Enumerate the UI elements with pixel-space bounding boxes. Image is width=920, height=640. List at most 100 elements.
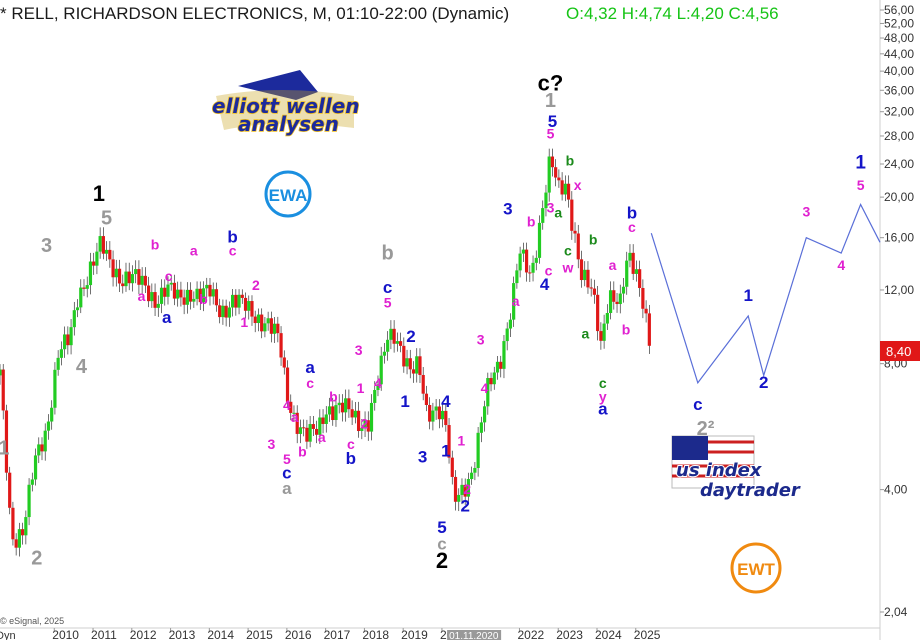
wave-label: 2 (361, 415, 369, 431)
candle-body (189, 289, 193, 302)
candle-body (592, 288, 597, 295)
candle-body (221, 305, 225, 318)
x-tick-label: 2017 (324, 628, 351, 640)
candle-body (453, 476, 458, 502)
wave-label: a (581, 325, 589, 341)
candle-body (418, 356, 422, 375)
candle-body (337, 402, 341, 406)
candle-body (295, 412, 299, 434)
candle-body (69, 327, 73, 346)
candle-body (625, 260, 629, 287)
candle-body (366, 420, 370, 432)
candle-body (634, 269, 639, 274)
candle-body (240, 294, 244, 298)
candle-body (347, 398, 351, 410)
candle-body (557, 177, 561, 181)
candle-body (179, 289, 183, 298)
svg-text:8,40: 8,40 (886, 344, 911, 359)
elliott-wellen-logo: elliott wellen analysen (211, 70, 360, 137)
candle-body (499, 361, 503, 369)
candle-body (596, 294, 600, 332)
svg-text:us index: us index (676, 460, 763, 481)
candle-body (256, 314, 261, 324)
wave-label: a (282, 479, 292, 498)
candle-body (88, 261, 93, 286)
candle-body (269, 318, 273, 334)
candle-body (605, 313, 609, 324)
ewt-badge: EWT (730, 542, 782, 594)
candle-body (463, 484, 467, 497)
candle-body (554, 167, 558, 178)
wave-label: a (598, 399, 608, 418)
candle-body (282, 357, 286, 368)
candle-body (253, 316, 257, 324)
candle-body (314, 428, 319, 435)
candle-body (405, 358, 409, 367)
candle-body (176, 289, 180, 299)
wave-label: b (527, 214, 536, 230)
candle-body (198, 288, 202, 303)
candle-body (4, 410, 9, 473)
y-tick-label: 48,00 (884, 31, 914, 45)
candle-body (537, 222, 542, 258)
candle-body (201, 288, 206, 303)
candle-body (130, 274, 135, 284)
svg-text:EWT: EWT (737, 560, 775, 579)
x-tick-label: 2014 (207, 628, 234, 640)
wave-label: c (564, 243, 572, 259)
wave-label: a (138, 288, 146, 304)
candle-body (318, 417, 322, 435)
candle-body (224, 305, 228, 318)
candle-body (428, 405, 432, 422)
wave-label: 5 (547, 126, 555, 142)
candle-body (431, 410, 435, 422)
candle-body (382, 351, 387, 356)
candle-body (124, 271, 128, 287)
candle-body (550, 156, 555, 168)
y-tick-label: 52,00 (884, 16, 914, 30)
candle-body (114, 268, 118, 278)
y-tick-label: 28,00 (884, 129, 914, 143)
x-tick-label: 2023 (556, 628, 583, 640)
candle-body (205, 284, 209, 289)
candle-body (134, 269, 138, 275)
candle-body (373, 390, 377, 403)
candle-body (208, 284, 212, 297)
wave-label: c (229, 243, 237, 259)
wave-label: a (609, 257, 617, 273)
x-tick-label: 2022 (517, 628, 544, 640)
candle-body (72, 310, 76, 328)
candle-body (369, 402, 374, 432)
wave-label: 1 (743, 286, 752, 305)
y-tick-label: 16,00 (884, 231, 914, 245)
candle-body (27, 484, 31, 518)
wave-label: y (599, 388, 607, 404)
candle-body (576, 233, 580, 260)
candle-body (360, 427, 364, 432)
candle-body (0, 369, 2, 376)
wave-label: 1 (457, 432, 465, 448)
candle-body (1, 369, 5, 411)
candle-body (353, 410, 357, 418)
candle-body (227, 307, 231, 318)
candle-body (169, 282, 173, 285)
candle-body (434, 406, 438, 411)
candle-body (379, 355, 383, 385)
candle-body (647, 313, 651, 346)
candle-body (327, 406, 332, 415)
candle-body (376, 384, 380, 391)
candle-body (505, 328, 509, 342)
candle-body (105, 249, 109, 254)
wave-label: 3 (267, 436, 275, 452)
candle-body (512, 283, 516, 320)
wave-label: 1 (0, 438, 9, 460)
candle-body (521, 249, 525, 254)
candle-body (53, 369, 57, 408)
candle-body (30, 479, 34, 485)
candle-body (92, 261, 96, 266)
candle-body (547, 156, 551, 193)
wave-label: 3 (418, 447, 427, 466)
candle-body (589, 287, 593, 289)
candle-body (166, 284, 170, 297)
wave-label: c (545, 262, 553, 278)
